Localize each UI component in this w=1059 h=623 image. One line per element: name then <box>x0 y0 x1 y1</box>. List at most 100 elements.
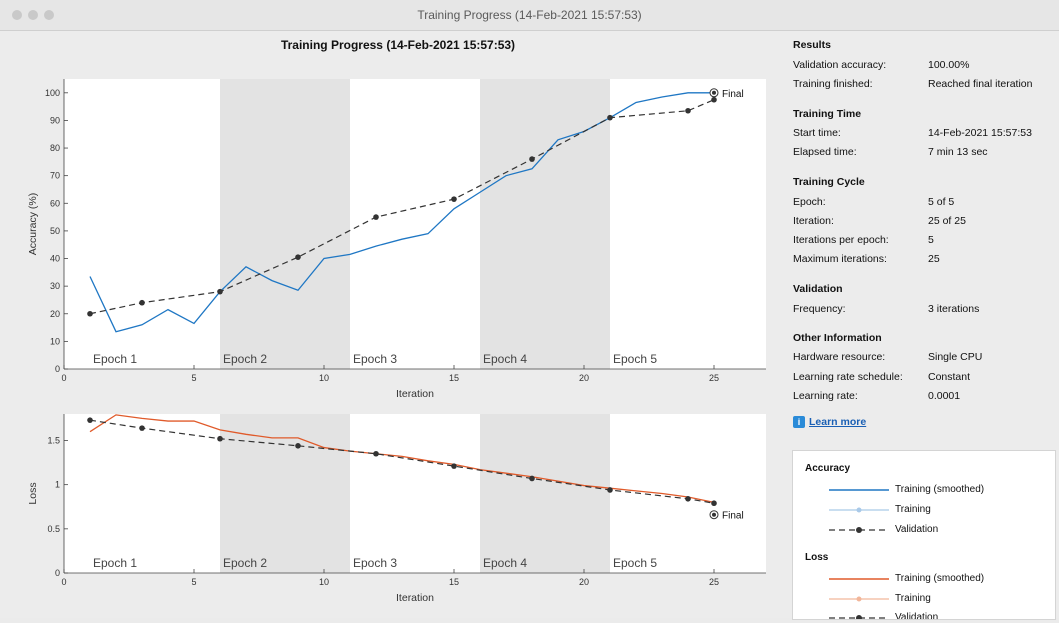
accuracy-validation-point <box>607 114 613 121</box>
loss-validation-point <box>529 475 535 482</box>
accuracy-validation-point <box>217 288 223 295</box>
accuracy-epoch-label: Epoch 3 <box>353 352 397 366</box>
accuracy-x-tick-label: 10 <box>319 373 329 383</box>
accuracy-validation-point <box>139 299 145 306</box>
loss-epoch-label: Epoch 1 <box>93 556 137 570</box>
window-titlebar: Training Progress (14-Feb-2021 15:57:53) <box>0 0 1059 31</box>
minimize-window-button[interactable] <box>28 10 38 20</box>
accuracy-y-tick-label: 20 <box>50 309 60 319</box>
loss-x-axis-label: Iteration <box>396 592 434 604</box>
accuracy-y-tick-label: 70 <box>50 171 60 181</box>
loss-y-tick-label: 1 <box>55 480 60 490</box>
accuracy-y-tick-label: 50 <box>50 226 60 236</box>
loss-validation-point <box>607 487 613 493</box>
accuracy-final-label: Final <box>722 89 744 100</box>
loss-x-tick-label: 15 <box>449 577 459 587</box>
accuracy-epoch-band <box>480 79 610 369</box>
legend-loss-heading: Loss <box>805 552 829 563</box>
training-plots: Training Progress (14-Feb-2021 15:57:53)… <box>27 38 766 604</box>
accuracy-validation-point <box>87 310 93 317</box>
accuracy-y-tick-label: 30 <box>50 281 60 291</box>
accuracy-y-tick-label: 10 <box>50 336 60 346</box>
learn-more-label: Learn more <box>809 416 867 428</box>
info-icon: i <box>793 416 805 428</box>
loss-x-tick-label: 0 <box>61 577 66 587</box>
window-title: Training Progress (14-Feb-2021 15:57:53) <box>417 8 642 22</box>
accuracy-y-tick-label: 80 <box>50 143 60 153</box>
loss-plot-area <box>64 414 766 573</box>
accuracy-x-axis-label: Iteration <box>396 388 434 400</box>
legend-dashed-marker-icon <box>829 615 889 619</box>
accuracy-y-tick-label: 0 <box>55 364 60 374</box>
accuracy-epoch-band <box>220 79 350 369</box>
loss-validation-point <box>685 496 691 502</box>
accuracy-x-tick-label: 25 <box>709 373 719 383</box>
loss-y-tick-label: 1.5 <box>47 436 60 446</box>
accuracy-x-tick-label: 0 <box>61 373 66 383</box>
legend-blue-line-icon <box>829 489 889 491</box>
loss-validation-point <box>451 463 457 469</box>
loss-validation-point <box>373 450 379 457</box>
loss-epoch-label: Epoch 3 <box>353 556 397 570</box>
loss-validation-line <box>89 419 715 504</box>
legend-light-orange-marker-icon <box>829 596 889 602</box>
accuracy-epoch-label: Epoch 4 <box>483 352 527 366</box>
accuracy-validation-point <box>685 107 691 114</box>
loss-epoch-label: Epoch 4 <box>483 556 527 570</box>
training-cycle-heading: Training Cycle <box>793 176 865 188</box>
accuracy-epoch-label: Epoch 5 <box>613 352 657 366</box>
accuracy-y-tick-label: 100 <box>45 88 60 98</box>
accuracy-epoch-label: Epoch 1 <box>93 352 137 366</box>
accuracy-plot-area <box>64 79 766 369</box>
loss-chart: Epoch 1 Epoch 2 Epoch 3 Epoch 4 Epoch 50 5 10 1… <box>27 414 766 604</box>
legend-light-blue-marker-icon <box>829 507 889 513</box>
learn-more-link[interactable]: i Learn more <box>793 416 866 428</box>
validation-heading: Validation <box>793 283 843 295</box>
legend-dashed-marker-icon <box>829 527 889 533</box>
loss-epoch-band <box>480 414 610 573</box>
close-window-button[interactable] <box>12 10 22 20</box>
accuracy-final-marker-dot <box>712 90 716 95</box>
plots-pane: Training Progress (14-Feb-2021 15:57:53)… <box>0 31 778 618</box>
loss-y-tick-label: 0 <box>55 568 60 578</box>
zoom-window-button[interactable] <box>44 10 54 20</box>
loss-x-tick-label: 20 <box>579 577 589 587</box>
accuracy-validation-point <box>295 254 301 260</box>
loss-validation-point <box>711 500 717 507</box>
accuracy-x-tick-label: 15 <box>449 373 459 383</box>
legend-panel: Accuracy Training (smoothed) Training Va… <box>792 450 1056 620</box>
loss-x-tick-label: 5 <box>191 577 196 587</box>
accuracy-y-tick-label: 90 <box>50 115 60 125</box>
info-pane: Results Validation accuracy: 100.00% Trai… <box>778 31 1059 620</box>
loss-validation-point <box>139 425 145 431</box>
accuracy-validation-point <box>711 96 717 103</box>
legend-orange-line-icon <box>829 578 889 580</box>
loss-y-axis-label: Loss <box>27 482 39 504</box>
accuracy-validation-point <box>529 156 535 162</box>
accuracy-x-tick-label: 20 <box>579 373 589 383</box>
loss-epoch-label: Epoch 2 <box>223 556 267 570</box>
plot-title: Training Progress (14-Feb-2021 15:57:53) <box>281 38 515 52</box>
accuracy-validation-point <box>373 214 379 220</box>
accuracy-x-tick-label: 5 <box>191 373 196 383</box>
training-time-heading: Training Time <box>793 108 862 120</box>
loss-validation-point <box>87 417 93 423</box>
loss-final-label: Final <box>722 511 744 522</box>
accuracy-validation-line <box>89 99 715 315</box>
other-information-heading: Other Information <box>793 332 882 344</box>
accuracy-validation-point <box>451 196 457 202</box>
loss-y-tick-label: 0.5 <box>47 524 60 534</box>
results-heading: Results <box>793 39 831 51</box>
accuracy-y-tick-label: 60 <box>50 198 60 208</box>
accuracy-y-axis-label: Accuracy (%) <box>27 193 39 255</box>
loss-validation-point <box>217 435 223 442</box>
loss-x-tick-label: 10 <box>319 577 329 587</box>
accuracy-epoch-label: Epoch 2 <box>223 352 267 366</box>
accuracy-chart: Epoch 1 Epoch 2 Epoch 3 Epoch 4 Epoch 5 0 5 10 1… <box>27 79 766 400</box>
legend-accuracy-heading: Accuracy <box>805 463 851 474</box>
loss-x-tick-label: 25 <box>709 577 719 587</box>
loss-epoch-label: Epoch 5 <box>613 556 657 570</box>
loss-validation-point <box>295 443 301 449</box>
accuracy-y-tick-label: 40 <box>50 254 60 264</box>
